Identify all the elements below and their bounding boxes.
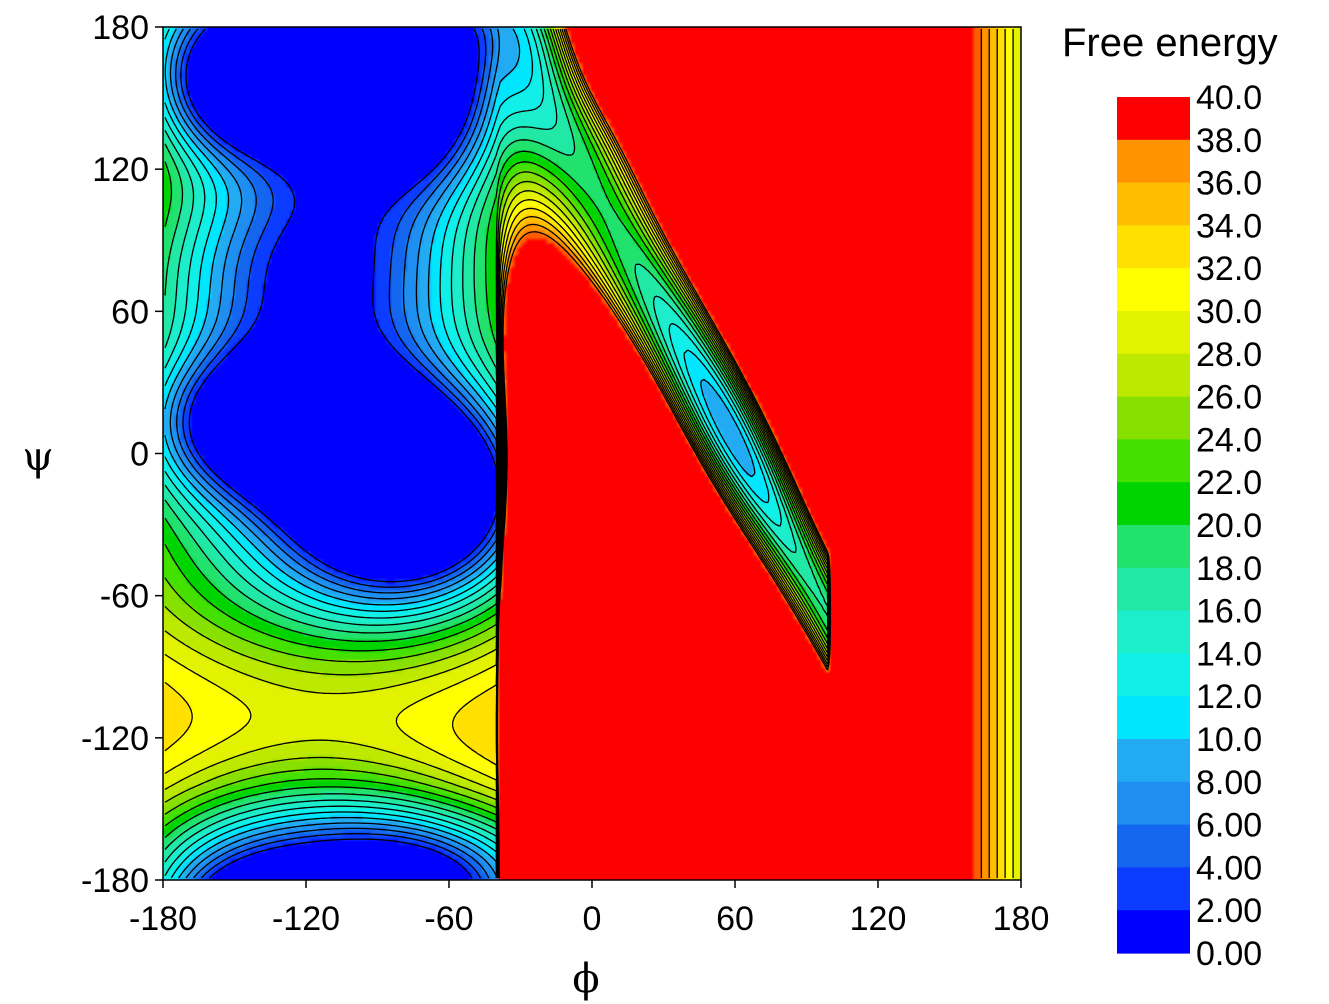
colorbar-swatch	[1117, 482, 1190, 526]
colorbar-swatch	[1117, 396, 1190, 440]
colorbar-label: 6.00	[1196, 807, 1262, 845]
colorbar-swatch	[1117, 268, 1190, 312]
colorbar-swatch	[1117, 567, 1190, 612]
contour-line	[164, 28, 829, 878]
colorbar-label: 30.0	[1196, 293, 1262, 331]
contour-line	[180, 28, 498, 879]
contour-line	[164, 28, 829, 878]
colorbar-swatch	[1117, 610, 1190, 654]
colorbar-label: 10.0	[1196, 721, 1262, 759]
free-energy-heatmap	[163, 27, 1021, 880]
colorbar-label: 18.0	[1196, 550, 1262, 588]
colorbar-label: 32.0	[1196, 250, 1262, 288]
contour-line	[496, 28, 982, 878]
colorbar-label: 34.0	[1196, 207, 1262, 245]
colorbar-label: 28.0	[1196, 336, 1262, 374]
colorbar-swatch	[1117, 739, 1190, 783]
y-tick-label: -180	[81, 862, 149, 900]
colorbar-label: 26.0	[1196, 379, 1262, 417]
y-tick-label: 0	[130, 436, 149, 474]
colorbar-swatch	[1117, 439, 1190, 483]
colorbar-swatch	[1117, 97, 1190, 141]
colorbar-swatch	[1117, 867, 1190, 911]
colorbar-label: 0.00	[1196, 935, 1262, 973]
contour-lines	[164, 28, 1014, 879]
colorbar-label: 8.00	[1196, 764, 1262, 802]
x-tick-label: -60	[424, 900, 473, 938]
y-tick-label: 120	[92, 151, 149, 189]
colorbar-label: 2.00	[1196, 892, 1262, 930]
y-tick-label: 60	[111, 293, 149, 331]
colorbar-swatch	[1117, 353, 1190, 398]
colorbar-swatch	[1117, 696, 1190, 740]
colorbar-label: 24.0	[1196, 421, 1262, 459]
y-tick-label: 180	[92, 9, 149, 47]
x-tick-label: 0	[583, 900, 602, 938]
colorbar-label: 16.0	[1196, 593, 1262, 631]
x-tick-label: 60	[716, 900, 754, 938]
colorbar-swatch	[1117, 653, 1190, 697]
contour-line	[164, 28, 756, 879]
colorbar-label: 12.0	[1196, 678, 1262, 716]
colorbar-swatch	[1117, 824, 1190, 868]
colorbar: 40.0 38.0 36.0 34.0 32.0 30.0 28.0 26.0 24.0 22.0…	[1117, 79, 1262, 973]
colorbar-label: 36.0	[1196, 165, 1262, 203]
y-tick-label: -60	[100, 578, 149, 616]
colorbar-label: 38.0	[1196, 122, 1262, 160]
y-tick-label: -120	[81, 720, 149, 758]
colorbar-swatch	[1117, 525, 1190, 569]
colorbar-label: 14.0	[1196, 635, 1262, 673]
colorbar-swatch	[1117, 182, 1190, 226]
colorbar-title: Free energy	[1062, 21, 1278, 65]
colorbar-swatch	[1117, 311, 1190, 355]
x-axis: -180 -120 -60 0 60 120 180	[129, 880, 1049, 938]
colorbar-swatch	[1117, 139, 1190, 184]
colorbar-label: 22.0	[1196, 464, 1262, 502]
x-tick-label: 180	[993, 900, 1050, 938]
colorbar-swatch	[1117, 781, 1190, 826]
x-tick-label: -180	[129, 900, 197, 938]
contour-line	[175, 28, 499, 879]
x-axis-title: ϕ	[572, 956, 599, 1002]
colorbar-swatch	[1117, 910, 1190, 954]
x-tick-label: -120	[272, 900, 340, 938]
y-axis: 180 120 60 0 -60 -120 -180	[81, 9, 163, 900]
colorbar-label: 20.0	[1196, 507, 1262, 545]
colorbar-label: 40.0	[1196, 79, 1262, 117]
colorbar-swatch	[1117, 225, 1190, 269]
colorbar-label: 4.00	[1196, 849, 1262, 887]
x-tick-label: 120	[850, 900, 907, 938]
y-axis-title: ψ	[22, 434, 53, 480]
